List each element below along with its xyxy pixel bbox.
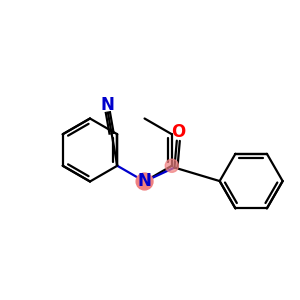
Circle shape (136, 173, 153, 190)
Circle shape (165, 159, 178, 172)
Text: N: N (101, 96, 115, 114)
Text: N: N (138, 172, 152, 190)
Text: O: O (171, 123, 185, 141)
